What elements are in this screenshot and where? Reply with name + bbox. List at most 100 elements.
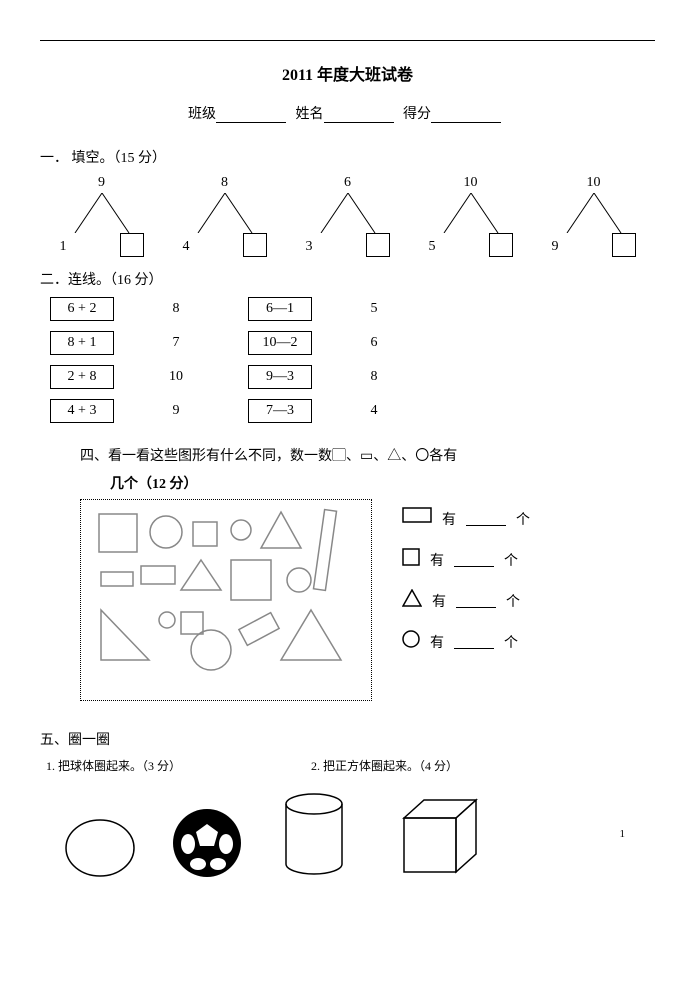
q2-pair: 7—3 4 bbox=[248, 399, 386, 423]
class-label: 班级 bbox=[188, 107, 216, 122]
q4-suf: 个 bbox=[504, 550, 518, 570]
match-answer: 5 bbox=[362, 301, 386, 317]
ellipse-icon bbox=[60, 810, 140, 880]
split-top: 10 bbox=[587, 175, 601, 191]
q2-pair: 10—2 6 bbox=[248, 331, 386, 355]
q1-row: 9 1 8 4 6 3 10 5 10 9 bbox=[40, 175, 655, 255]
split-item: 8 4 bbox=[175, 175, 275, 255]
q2-pair: 4 + 3 9 bbox=[50, 399, 188, 423]
q2-label: 二．连线。（16 分） bbox=[40, 269, 655, 289]
expr-box: 7—3 bbox=[248, 399, 312, 423]
blank bbox=[454, 552, 494, 567]
answer-box bbox=[489, 233, 513, 257]
split-top: 8 bbox=[221, 175, 228, 191]
split-item: 9 1 bbox=[52, 175, 152, 255]
soccer-ball-icon bbox=[170, 806, 244, 880]
split-lines-icon bbox=[436, 193, 506, 233]
q4-pre: 有 bbox=[430, 550, 444, 570]
q4-suf: 个 bbox=[516, 509, 530, 529]
split-left: 4 bbox=[183, 239, 190, 255]
split-left: 5 bbox=[429, 239, 436, 255]
class-blank bbox=[216, 108, 286, 123]
q2-left-col: 6 + 2 8 8 + 1 7 2 + 8 10 4 + 3 9 bbox=[50, 297, 188, 423]
q4-pre: 有 bbox=[432, 591, 446, 611]
triangle-icon bbox=[402, 589, 422, 612]
split-left: 9 bbox=[552, 239, 559, 255]
info-line: 班级 姓名 得分 bbox=[40, 103, 655, 123]
q4-row: 有个 bbox=[402, 507, 530, 530]
blank bbox=[456, 593, 496, 608]
page-number: 1 bbox=[620, 828, 626, 840]
q4-suf: 个 bbox=[506, 591, 520, 611]
split-item: 6 3 bbox=[298, 175, 398, 255]
expr-box: 9—3 bbox=[248, 365, 312, 389]
q2-pair: 6—1 5 bbox=[248, 297, 386, 321]
q2-right-col: 6—1 5 10—2 6 9—3 8 7—3 4 bbox=[248, 297, 386, 423]
answer-box bbox=[612, 233, 636, 257]
shapes-panel bbox=[80, 499, 372, 701]
split-lines-icon bbox=[313, 193, 383, 233]
q1-label: 一． 填空。（15 分） bbox=[40, 147, 655, 167]
split-left: 3 bbox=[306, 239, 313, 255]
circle-icon bbox=[402, 630, 420, 653]
split-item: 10 5 bbox=[421, 175, 521, 255]
q5-sub2: 2. 把正方体圈起来。（4 分） bbox=[311, 757, 458, 774]
split-top: 9 bbox=[98, 175, 105, 191]
horizontal-rule bbox=[40, 40, 655, 41]
split-top: 6 bbox=[344, 175, 351, 191]
page-title: 2011 年度大班试卷 bbox=[40, 61, 655, 85]
split-top: 10 bbox=[464, 175, 478, 191]
score-blank bbox=[431, 108, 501, 123]
q4-pre: 有 bbox=[430, 632, 444, 652]
split-lines-icon bbox=[67, 193, 137, 233]
q4-label-1: 四、看一看这些图形有什么不同，数一数▢、▭、△、〇各有 bbox=[80, 445, 655, 465]
answer-box bbox=[366, 233, 390, 257]
q2-pair: 6 + 2 8 bbox=[50, 297, 188, 321]
blank bbox=[454, 634, 494, 649]
expr-box: 10—2 bbox=[248, 331, 312, 355]
shapes-svg-icon bbox=[81, 500, 371, 700]
q5-sub: 1. 把球体圈起来。（3 分） 2. 把正方体圈起来。（4 分） bbox=[46, 757, 655, 774]
match-answer: 8 bbox=[164, 301, 188, 317]
answer-box bbox=[120, 233, 144, 257]
q4-row: 有个 bbox=[402, 548, 530, 571]
q5-sub1: 1. 把球体圈起来。（3 分） bbox=[46, 757, 181, 774]
split-lines-icon bbox=[190, 193, 260, 233]
match-answer: 4 bbox=[362, 403, 386, 419]
q4-row: 有个 bbox=[402, 630, 530, 653]
q5-shapes bbox=[60, 790, 655, 880]
expr-box: 6—1 bbox=[248, 297, 312, 321]
match-answer: 10 bbox=[164, 369, 188, 385]
match-answer: 8 bbox=[362, 369, 386, 385]
expr-box: 8 + 1 bbox=[50, 331, 114, 355]
q4-answers: 有个 有个 有个 有个 bbox=[402, 507, 530, 653]
q4-row: 有个 bbox=[402, 589, 530, 612]
q4-body: 有个 有个 有个 有个 bbox=[80, 499, 655, 701]
blank bbox=[466, 511, 506, 526]
expr-box: 6 + 2 bbox=[50, 297, 114, 321]
q4-suf: 个 bbox=[504, 632, 518, 652]
name-blank bbox=[324, 108, 394, 123]
q4-label-2: 几个（12 分） bbox=[110, 473, 655, 493]
split-item: 10 9 bbox=[544, 175, 644, 255]
split-lines-icon bbox=[559, 193, 629, 233]
split-left: 1 bbox=[60, 239, 67, 255]
expr-box: 4 + 3 bbox=[50, 399, 114, 423]
score-label: 得分 bbox=[403, 107, 431, 122]
q2-pair: 2 + 8 10 bbox=[50, 365, 188, 389]
q4-pre: 有 bbox=[442, 509, 456, 529]
q2-grid: 6 + 2 8 8 + 1 7 2 + 8 10 4 + 3 9 6—1 5 10—2 6 … bbox=[50, 297, 655, 423]
q5-label: 五、圈一圈 bbox=[40, 729, 655, 749]
answer-box bbox=[243, 233, 267, 257]
rect-wide-icon bbox=[402, 507, 432, 530]
match-answer: 6 bbox=[362, 335, 386, 351]
square-icon bbox=[402, 548, 420, 571]
expr-box: 2 + 8 bbox=[50, 365, 114, 389]
q2-pair: 9—3 8 bbox=[248, 365, 386, 389]
name-label: 姓名 bbox=[296, 107, 324, 122]
q2-pair: 8 + 1 7 bbox=[50, 331, 188, 355]
cube-icon bbox=[384, 790, 494, 880]
match-answer: 7 bbox=[164, 335, 188, 351]
match-answer: 9 bbox=[164, 403, 188, 419]
cylinder-icon bbox=[274, 790, 354, 880]
